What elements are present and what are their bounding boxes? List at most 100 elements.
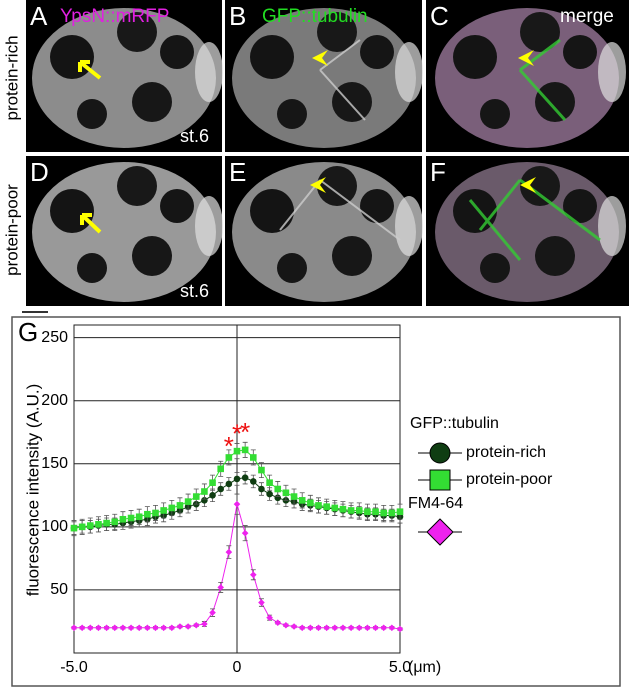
significance-mark: * bbox=[232, 418, 242, 448]
data-point bbox=[225, 548, 233, 556]
data-point bbox=[250, 454, 257, 461]
significance-mark: * bbox=[240, 417, 250, 447]
data-point bbox=[364, 624, 371, 632]
panel-letter: C bbox=[430, 1, 449, 31]
row-label: protein-poor bbox=[2, 184, 21, 276]
data-point bbox=[298, 624, 306, 632]
legend-marker bbox=[429, 469, 451, 491]
data-point bbox=[258, 599, 265, 606]
data-point bbox=[95, 521, 102, 528]
data-point bbox=[184, 498, 192, 505]
legend-marker bbox=[426, 518, 454, 546]
data-point bbox=[209, 479, 216, 486]
data-point bbox=[233, 475, 241, 483]
chart: G fluorescence intensity (A.U.) (μm) GFP… bbox=[18, 317, 553, 676]
data-point bbox=[372, 624, 379, 632]
data-point bbox=[364, 508, 371, 516]
data-point bbox=[355, 624, 363, 632]
data-point bbox=[355, 507, 363, 514]
data-point bbox=[119, 624, 127, 632]
data-point bbox=[168, 504, 176, 512]
y-tick-label: 250 bbox=[41, 329, 68, 346]
data-point bbox=[298, 497, 306, 504]
data-point bbox=[176, 502, 184, 509]
data-point bbox=[225, 480, 233, 488]
data-point bbox=[144, 624, 151, 632]
panel-label: merge bbox=[560, 6, 614, 27]
x-tick-label: -5.0 bbox=[60, 659, 88, 676]
data-point bbox=[135, 624, 143, 632]
data-point bbox=[87, 522, 94, 529]
data-point bbox=[241, 446, 249, 454]
y-tick-label: 200 bbox=[41, 392, 68, 409]
y-tick-label: 50 bbox=[50, 581, 68, 598]
data-point bbox=[250, 478, 257, 485]
data-point bbox=[135, 513, 143, 521]
data-point bbox=[396, 508, 404, 516]
row-label: protein-rich bbox=[2, 35, 21, 120]
data-point bbox=[160, 624, 167, 632]
data-point bbox=[315, 624, 322, 632]
data-point bbox=[331, 504, 339, 512]
data-point bbox=[315, 502, 322, 509]
panel-letter: A bbox=[30, 1, 48, 31]
micrographs: A YpsN::mRFP B GFP::tubulin C merge D E … bbox=[2, 0, 629, 313]
stage-label: st.6 bbox=[180, 281, 209, 301]
y-tick-label: 100 bbox=[41, 518, 68, 535]
data-point bbox=[274, 485, 282, 493]
data-point bbox=[192, 621, 200, 629]
legend-label: protein-poor bbox=[466, 471, 553, 488]
plot-frame bbox=[73, 324, 401, 654]
panel-label: GFP::tubulin bbox=[262, 6, 368, 27]
data-point bbox=[323, 503, 330, 510]
data-point bbox=[266, 614, 273, 621]
data-point bbox=[258, 485, 265, 493]
stage-label: st.6 bbox=[180, 126, 209, 146]
data-point bbox=[184, 623, 192, 630]
data-point bbox=[209, 492, 216, 499]
data-point bbox=[396, 625, 404, 633]
panel-letter: B bbox=[229, 1, 246, 31]
data-point bbox=[380, 624, 387, 632]
y-tick-label: 150 bbox=[41, 455, 68, 472]
data-point bbox=[78, 523, 86, 531]
panel-letter: F bbox=[430, 157, 446, 187]
data-point bbox=[372, 508, 379, 516]
data-point bbox=[347, 507, 355, 514]
data-point bbox=[103, 519, 110, 527]
data-point bbox=[282, 489, 290, 497]
data-point bbox=[266, 479, 273, 486]
legend-label: FM4-64 bbox=[408, 495, 463, 512]
data-point bbox=[127, 514, 135, 522]
data-point bbox=[339, 624, 347, 632]
x-axis-label: (μm) bbox=[408, 659, 441, 676]
data-point bbox=[168, 624, 176, 632]
data-point bbox=[282, 621, 290, 629]
data-point bbox=[250, 571, 257, 579]
data-point bbox=[323, 624, 330, 632]
data-point bbox=[70, 524, 78, 532]
data-point bbox=[152, 624, 159, 632]
data-point bbox=[176, 623, 184, 630]
data-point bbox=[274, 619, 282, 627]
panel-letter: D bbox=[30, 157, 49, 187]
data-point bbox=[111, 518, 119, 526]
data-point bbox=[290, 493, 298, 500]
data-point bbox=[258, 466, 265, 474]
panel-frame bbox=[11, 316, 621, 687]
data-point bbox=[225, 454, 233, 461]
data-point bbox=[241, 474, 249, 481]
panel-letter: G bbox=[18, 317, 38, 347]
data-point bbox=[241, 529, 249, 537]
data-point bbox=[201, 488, 208, 495]
data-point bbox=[388, 509, 396, 517]
legend-marker bbox=[429, 442, 451, 464]
data-point bbox=[192, 493, 200, 500]
legend-label: protein-rich bbox=[466, 444, 546, 461]
data-point bbox=[201, 620, 208, 628]
data-point bbox=[87, 624, 94, 632]
data-point bbox=[103, 624, 110, 632]
y-axis-label: fluorescence intensity (A.U.) bbox=[23, 384, 42, 597]
data-point bbox=[127, 624, 135, 632]
